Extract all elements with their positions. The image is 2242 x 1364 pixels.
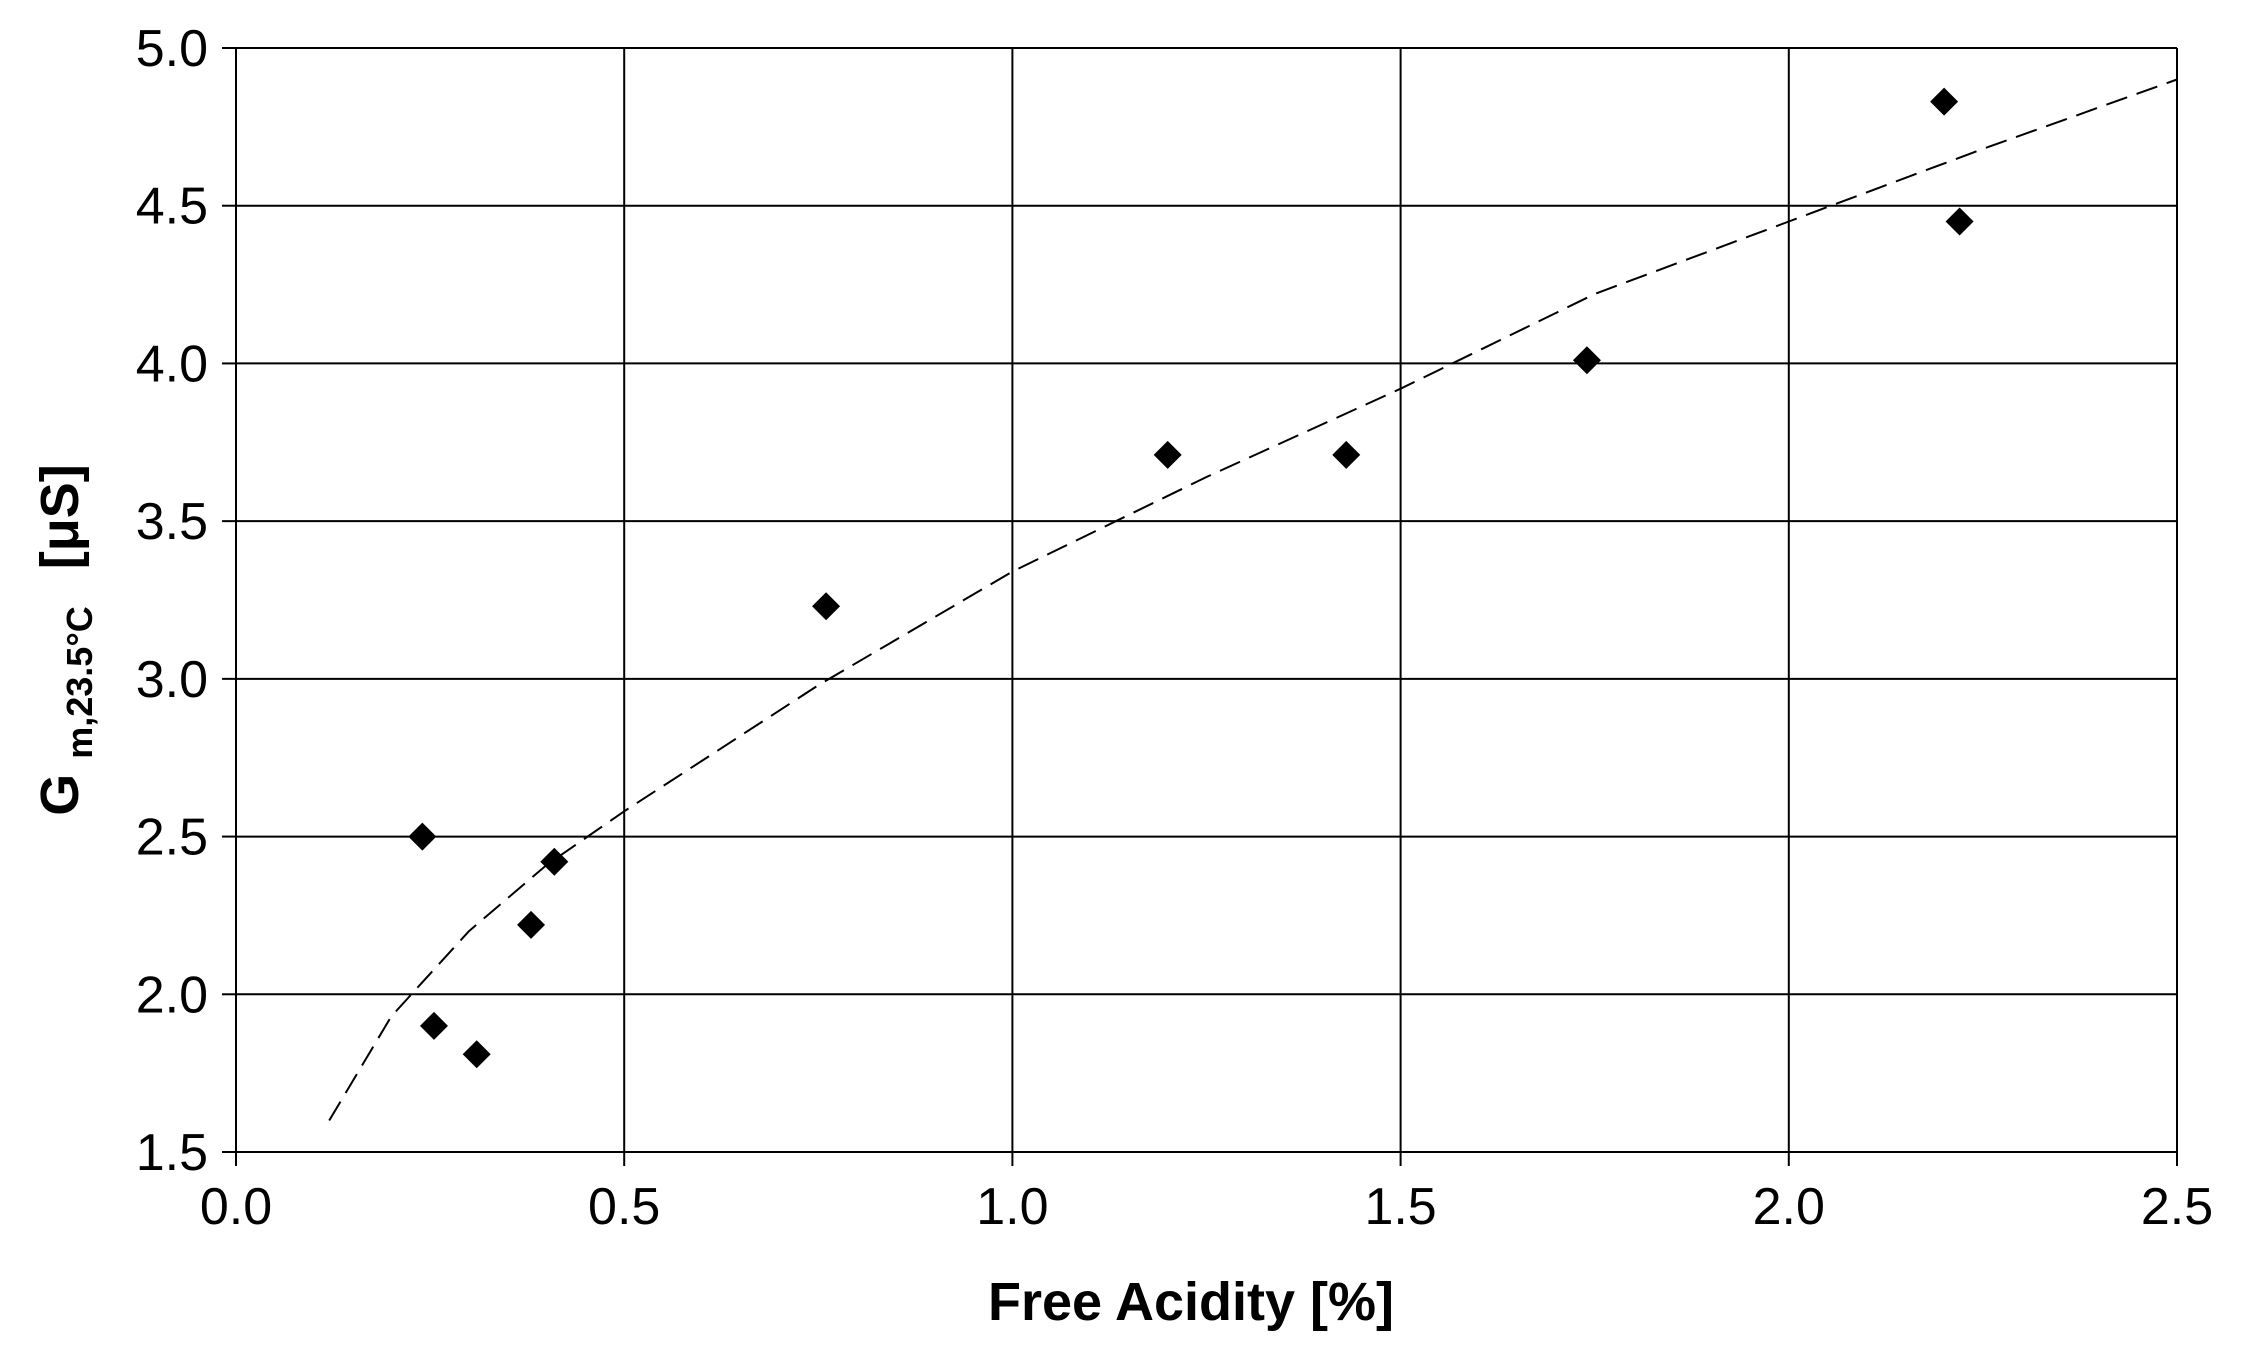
data-point xyxy=(408,822,437,851)
y-tick-label: 2.0 xyxy=(136,966,208,1024)
y-axis-title-units: [μS] xyxy=(30,464,90,569)
data-point xyxy=(1153,440,1182,469)
grid xyxy=(222,47,2178,1166)
x-axis-title: Free Acidity [%] xyxy=(988,1272,1394,1332)
y-tick-label: 4.0 xyxy=(136,335,208,393)
data-point xyxy=(1945,207,1974,236)
y-tick-label: 2.5 xyxy=(136,809,208,867)
y-tick-label: 4.5 xyxy=(136,178,208,236)
y-tick-label: 3.5 xyxy=(136,493,208,551)
data-point xyxy=(462,1040,491,1069)
data-point xyxy=(517,910,546,939)
x-tick-labels: 0.0 0.5 1.0 1.5 2.0 2.5 xyxy=(200,1178,2213,1236)
x-tick-label: 1.5 xyxy=(1364,1178,1436,1236)
data-point xyxy=(1930,87,1959,116)
data-point xyxy=(1332,440,1361,469)
y-tick-label: 1.5 xyxy=(136,1124,208,1182)
x-tick-label: 0.0 xyxy=(200,1178,272,1236)
y-tick-label: 5.0 xyxy=(136,20,208,78)
x-tick-label: 0.5 xyxy=(588,1178,660,1236)
y-axis-title: G m,23.5°C [μS] xyxy=(30,464,104,816)
data-point xyxy=(419,1011,448,1040)
x-tick-label: 2.5 xyxy=(2141,1178,2213,1236)
data-point xyxy=(1572,346,1601,375)
trendline-group xyxy=(328,78,2178,1122)
y-axis-title-main: G xyxy=(30,774,90,816)
x-tick-label: 1.0 xyxy=(976,1178,1048,1236)
svg-text:G m,23.5°C [μS]: G m,23.5°C [μS] xyxy=(30,464,104,816)
y-tick-labels: 1.5 2.0 2.5 3.0 3.5 4.0 4.5 5.0 xyxy=(136,20,208,1182)
data-points xyxy=(408,87,1974,1069)
data-point xyxy=(812,592,841,621)
y-tick-label: 3.0 xyxy=(136,651,208,709)
y-axis-title-subscript: m,23.5°C xyxy=(59,606,100,758)
data-point xyxy=(540,847,569,876)
trendline xyxy=(328,78,2178,1122)
x-tick-label: 2.0 xyxy=(1753,1178,1825,1236)
